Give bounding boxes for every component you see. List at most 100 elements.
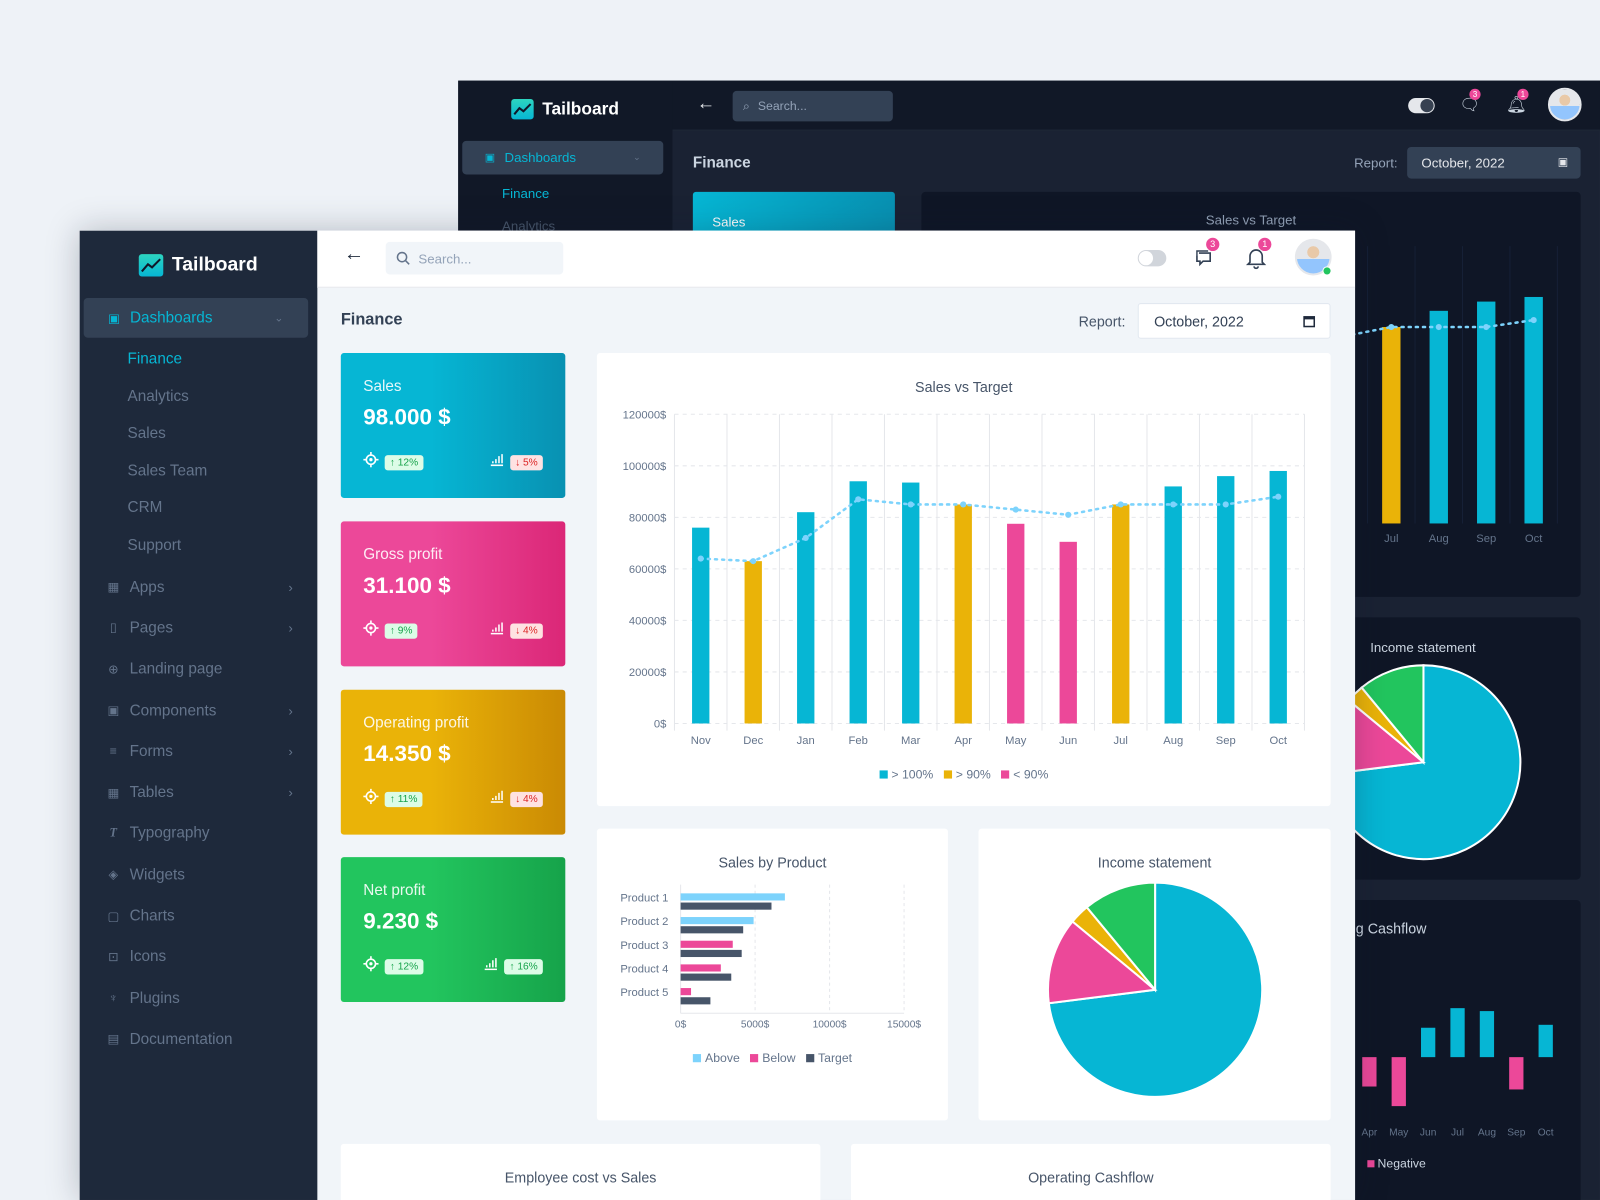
target-point-nov — [697, 555, 704, 562]
x-tick-label: Nov — [691, 735, 711, 747]
legend-label: < 90% — [1013, 767, 1049, 782]
sidebar-item-pages[interactable]: ▯ Pages › — [80, 607, 318, 648]
x-tick-label: Aug — [1429, 533, 1449, 545]
arrow-up-icon: ↑ — [509, 960, 518, 972]
kpi-target-badge: ↑ 9% — [384, 622, 418, 639]
sales-by-product-card: Sales by Product 0$ 5000$ 10000$ 15000$ Prod… — [596, 828, 948, 1121]
target-bar-product-2 — [680, 926, 744, 934]
target-point-jun — [1065, 511, 1072, 518]
sidebar-item-forms[interactable]: ≡ Forms › — [80, 731, 318, 772]
x-tick-label: Feb — [849, 735, 868, 747]
dark-avatar[interactable] — [1547, 87, 1582, 122]
search-input[interactable]: Search... — [385, 241, 564, 275]
kpi-label: Sales — [363, 377, 402, 395]
sidebar-item-widgets[interactable]: ◈ Widgets — [80, 854, 318, 895]
bar-sep — [1477, 301, 1496, 524]
bar-aug — [1164, 486, 1182, 724]
sidebar-item-landing-page[interactable]: ⊕ Landing page — [80, 649, 318, 690]
chart-title: Sales vs Target — [915, 378, 1013, 395]
target-icon — [363, 956, 379, 976]
kpi-footer: ↑ 12% ↓ 5% — [363, 452, 543, 472]
dark-search-input[interactable]: ⌕ Search... — [732, 90, 893, 122]
sidebar-item-icons[interactable]: ⊡ Icons — [80, 936, 318, 977]
sidebar-subitem-finance[interactable]: Finance — [127, 349, 183, 368]
messages-badge: 3 — [1206, 237, 1220, 252]
sidebar-item-tables[interactable]: ▦ Tables › — [80, 772, 318, 813]
kpi-target-badge: ↑ 12% — [384, 454, 424, 470]
legend-label: Above — [705, 1051, 740, 1066]
messages-icon[interactable] — [1194, 248, 1214, 268]
sidebar-item-documentation[interactable]: ▤ Documentation — [80, 1019, 318, 1060]
back-arrow-icon[interactable]: ← — [696, 92, 716, 114]
dark-messages-icon[interactable]: 🗨 — [1459, 96, 1480, 115]
pie-slice-4 — [1085, 881, 1157, 993]
kpi-trend-badge: ↑ 16% — [504, 958, 543, 974]
kpi-footer: ↑ 12% ↑ 16% — [363, 956, 543, 976]
kpi-label: Gross profit — [363, 545, 443, 564]
dark-chart-title: Sales vs Target — [1205, 212, 1297, 228]
target-point-sep — [1222, 501, 1229, 508]
sidebar-item-typography[interactable]: T Typography — [80, 813, 318, 854]
sidebar-item-apps[interactable]: ▦ Apps › — [80, 566, 318, 607]
sales-vs-target-card: Sales vs Target 0$ 20000$ 40000$ 60000$ 8000… — [596, 353, 1331, 807]
dark-sidebar-finance[interactable]: Finance — [502, 185, 550, 202]
cashflow-bar-may — [1391, 1057, 1406, 1107]
sidebar-item-dashboards[interactable]: ▣ Dashboards ⌄ — [83, 297, 309, 338]
typography-icon: T — [109, 825, 118, 841]
kpi-trend-badge: ↓ 4% — [509, 791, 543, 807]
dark-bell-icon[interactable]: 🔔︎ — [1506, 96, 1527, 115]
dark-income-title: Income statement — [1370, 639, 1476, 656]
sidebar-item-label: Apps — [129, 578, 165, 596]
components-icon: ▣ — [107, 703, 120, 718]
kpi-target-group: ↑ 12% — [363, 452, 424, 472]
kpi-target-change: 9% — [397, 624, 413, 637]
bar-dec — [744, 561, 762, 724]
dark-report-label: Report: — [1354, 155, 1398, 171]
arrow-up-icon: ↑ — [389, 960, 398, 972]
legend-item: < 90% — [1001, 767, 1049, 782]
sidebar-subitem-sales-team[interactable]: Sales Team — [127, 461, 208, 480]
bell-icon[interactable] — [1245, 247, 1267, 270]
logo-icon — [511, 98, 535, 120]
x-tick-label: Apr — [954, 735, 972, 747]
target-point-aug — [1435, 323, 1442, 331]
sidebar-item-label: Charts — [129, 907, 175, 925]
arrow-up-icon: ↑ — [389, 624, 398, 637]
sidebar-item-components[interactable]: ▣ Components › — [80, 690, 318, 731]
dark-theme-toggle[interactable] — [1408, 97, 1435, 114]
list-icon: ≡ — [109, 744, 117, 759]
kpi-trend-change: 4% — [523, 624, 538, 637]
x-tick-label: 5000$ — [741, 1020, 770, 1031]
chart-title: Operating Cashflow — [1028, 1169, 1154, 1186]
sidebar-item-label: Pages — [129, 619, 174, 637]
theme-toggle[interactable] — [1137, 249, 1167, 267]
chevron-right-icon: › — [288, 579, 293, 595]
y-tick-label: 20000$ — [629, 667, 667, 679]
sidebar-item-charts[interactable]: ▢ Charts — [80, 895, 318, 936]
report-date-input[interactable]: October, 2022 — [1137, 303, 1331, 339]
sidebar-subitem-analytics[interactable]: Analytics — [127, 387, 189, 405]
back-arrow-icon[interactable]: ← — [343, 242, 365, 266]
arrow-down-icon: ↓ — [515, 456, 524, 468]
sidebar-subitem-sales[interactable]: Sales — [127, 424, 166, 442]
sidebar-item-label: Tables — [129, 783, 174, 802]
cup-icon: ⊡ — [108, 949, 119, 965]
sidebar-item-plugins[interactable]: ♆ Plugins — [80, 978, 318, 1019]
legend-item: Above — [692, 1051, 740, 1066]
kpi-footer: ↑ 11% ↓ 4% — [363, 788, 543, 809]
bar-oct — [1524, 296, 1543, 524]
sidebar-subitem-crm[interactable]: CRM — [127, 498, 163, 517]
operating-cashflow-card: Operating Cashflow — [851, 1143, 1331, 1200]
dark-sidebar-dashboards[interactable]: ▣ Dashboards ⌄ — [462, 140, 664, 175]
dark-search-placeholder: Search... — [757, 98, 807, 114]
target-point-jan — [802, 534, 809, 542]
kpi-card-gross-profit: Gross profit 31.100 $ ↑ 9% ↓ 4% — [340, 521, 566, 667]
dark-report-date-input[interactable]: October, 2022 ▣ — [1407, 146, 1581, 179]
avatar[interactable] — [1294, 238, 1332, 276]
dark-sidebar-analytics[interactable]: Analytics — [502, 218, 556, 234]
kpi-trend-group: ↓ 5% — [490, 453, 543, 471]
legend-label: Target — [818, 1051, 853, 1066]
kpi-target-change: 12% — [397, 456, 419, 468]
sidebar-subitem-support[interactable]: Support — [127, 536, 182, 554]
target-bar-product-1 — [680, 902, 772, 910]
